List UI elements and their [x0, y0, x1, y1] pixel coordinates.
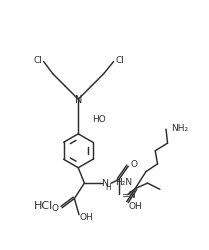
Text: O: O — [131, 160, 138, 169]
Text: OH: OH — [128, 201, 142, 210]
Text: HCl: HCl — [34, 200, 53, 210]
Text: N: N — [101, 178, 108, 187]
Text: H₂N: H₂N — [115, 177, 132, 186]
Text: HO: HO — [92, 114, 106, 124]
Text: Cl: Cl — [115, 56, 124, 64]
Text: N: N — [75, 95, 82, 105]
Text: OH: OH — [80, 212, 94, 221]
Text: =N: =N — [121, 190, 136, 199]
Text: O: O — [52, 204, 59, 212]
Text: Cl: Cl — [34, 56, 43, 64]
Text: NH₂: NH₂ — [171, 124, 188, 133]
Text: H: H — [105, 182, 111, 191]
